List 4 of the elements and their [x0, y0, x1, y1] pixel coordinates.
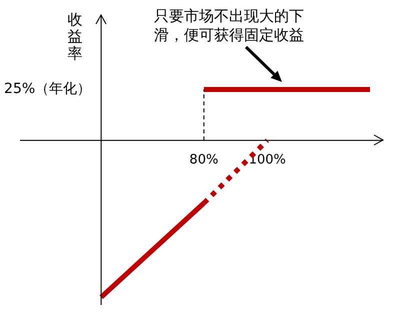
y-axis-title: 收益率	[68, 10, 83, 62]
annotation: 25%（年化）	[4, 81, 92, 98]
x-tick-label: 80%	[189, 152, 218, 168]
text: 只要市场不出现大的下滑，便可获得固定收益	[154, 6, 304, 44]
